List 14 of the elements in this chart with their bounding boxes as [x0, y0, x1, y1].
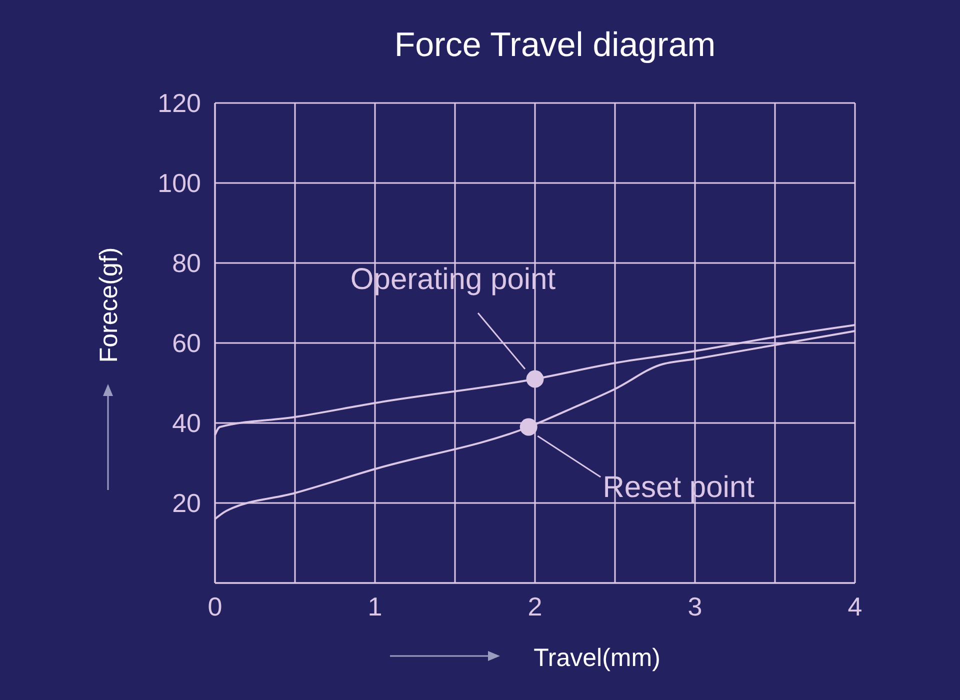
x-tick-label: 4	[848, 591, 862, 622]
x-tick-label: 2	[528, 591, 542, 622]
y-tick-label: 100	[158, 168, 201, 198]
y-tick-label: 40	[172, 408, 201, 438]
x-tick-label: 0	[208, 591, 222, 622]
x-tick-label: 3	[688, 591, 702, 622]
y-tick-label: 120	[158, 88, 201, 118]
y-tick-label: 20	[172, 488, 201, 518]
x-axis-title: Travel(mm)	[534, 644, 660, 672]
y-tick-label: 80	[172, 248, 201, 278]
x-tick-label: 1	[368, 591, 382, 622]
chart-title: Force Travel diagram	[394, 26, 716, 64]
y-tick-label: 60	[172, 328, 201, 358]
y-axis-title: Forece(gf)	[95, 247, 123, 363]
